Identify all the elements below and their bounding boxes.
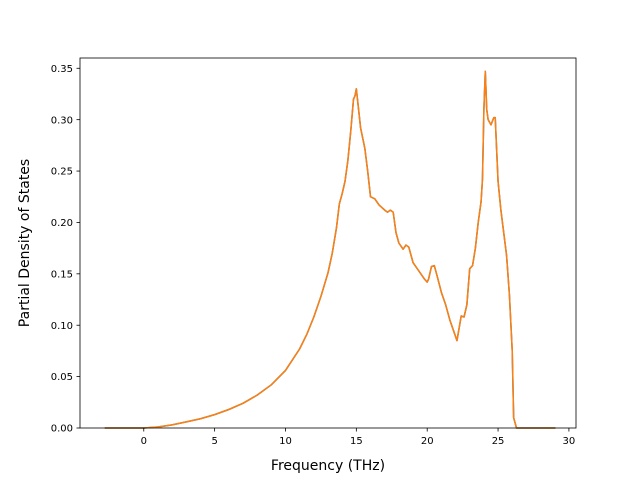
ticks-layer: 0 5 10 15 20 25 30 0.00 0.05 0.10 0.15 0.20 0.25 0.30… bbox=[51, 64, 576, 447]
y-tick-label: 0.35 bbox=[51, 64, 73, 75]
x-tick-label: 15 bbox=[350, 436, 363, 447]
y-tick-label: 0.00 bbox=[51, 424, 73, 435]
y-tick-label: 0.30 bbox=[51, 115, 73, 126]
x-axis-label: Frequency (THz) bbox=[271, 458, 385, 474]
y-tick-label: 0.10 bbox=[51, 321, 73, 332]
x-tick-label: 20 bbox=[421, 436, 434, 447]
x-tick-label: 5 bbox=[211, 436, 217, 447]
y-tick-label: 0.25 bbox=[51, 167, 73, 178]
y-tick-label: 0.05 bbox=[51, 372, 73, 383]
x-tick-label: 0 bbox=[141, 436, 147, 447]
y-tick-label: 0.15 bbox=[51, 269, 73, 280]
plot-frame bbox=[79, 57, 577, 429]
x-tick-label: 30 bbox=[563, 436, 576, 447]
x-tick-label: 10 bbox=[279, 436, 292, 447]
x-tick-label: 25 bbox=[492, 436, 505, 447]
series-layer bbox=[104, 70, 556, 429]
y-axis-label: Partial Density of States bbox=[17, 159, 33, 327]
y-tick-label: 0.20 bbox=[51, 218, 73, 229]
series-line-2 bbox=[104, 70, 556, 429]
